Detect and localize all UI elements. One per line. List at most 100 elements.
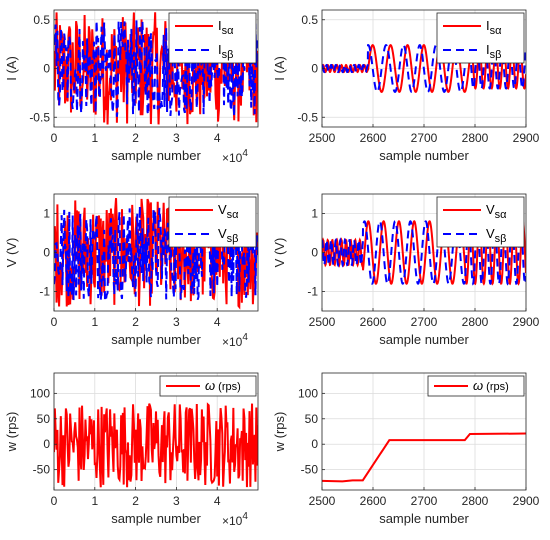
y-tick-label: -50	[301, 463, 319, 477]
legend-label: Vsβ	[486, 226, 507, 245]
x-tick-label: 2800	[462, 494, 489, 508]
y-tick-label: 50	[37, 412, 51, 426]
y-tick-label: 0	[43, 246, 50, 260]
x-tick-label: 3	[173, 315, 180, 329]
legend-subscript: sβ	[222, 49, 234, 61]
legend-box	[168, 196, 257, 248]
y-tick-label: 1	[311, 207, 318, 221]
x-tick-label: 2600	[360, 315, 387, 329]
series-line-1	[322, 219, 526, 286]
x-tick-label: 0	[51, 315, 58, 329]
x-tick-label: 2700	[411, 494, 438, 508]
y-tick-label: 1	[43, 207, 50, 221]
x-tick-label: 2800	[462, 131, 489, 145]
legend: ω (rps)	[159, 375, 257, 397]
y-tick-label: 0.5	[33, 13, 50, 27]
x-tick-label: 2	[132, 131, 139, 145]
x-axis-label: sample number	[111, 511, 201, 526]
x-tick-label: 4	[214, 315, 221, 329]
series-line-1	[322, 44, 526, 93]
legend-main: V	[486, 226, 495, 241]
y-tick-label: 100	[30, 386, 50, 400]
x-axis-label: sample number	[111, 148, 201, 163]
legend-subscript: sα	[490, 25, 503, 37]
x-tick-label: 0	[51, 494, 58, 508]
x-multiplier: ×104	[222, 148, 248, 165]
x-tick-label: 4	[214, 131, 221, 145]
legend-box	[436, 196, 525, 248]
x-tick-label: 2	[132, 494, 139, 508]
series-line-1	[322, 432, 526, 483]
legend: ω (rps)	[427, 375, 525, 397]
x-tick-label: 1	[91, 315, 98, 329]
y-tick-label: -0.5	[297, 110, 318, 124]
x-tick-label: 2900	[513, 315, 540, 329]
x-axis-label: sample number	[379, 332, 469, 347]
x-tick-label: 2800	[462, 315, 489, 329]
y-tick-label: -1	[307, 285, 318, 299]
series-line-2	[54, 20, 258, 117]
y-tick-label: -50	[33, 463, 51, 477]
legend-label: ω (rps)	[205, 378, 241, 393]
x-tick-label: 2500	[309, 494, 336, 508]
x-tick-label: 2600	[360, 494, 387, 508]
legend-label: Vsβ	[218, 226, 239, 245]
legend-subscript: sα	[227, 209, 240, 221]
x-tick-label: 3	[173, 494, 180, 508]
x-tick-label: 2	[132, 315, 139, 329]
legend-subscript: sα	[495, 209, 508, 221]
y-axis-label: w (rps)	[272, 412, 287, 453]
legend: Vsα Vsβ	[168, 196, 257, 248]
legend-label: Isα	[218, 18, 234, 37]
axes-frame	[53, 372, 259, 491]
y-axis-label: V (V)	[4, 238, 19, 268]
x-multiplier-exponent: 4	[242, 148, 248, 159]
y-tick-label: 50	[305, 412, 319, 426]
legend-subscript: sβ	[490, 49, 502, 61]
y-tick-label: 0	[311, 246, 318, 260]
legend-main: V	[486, 202, 495, 217]
legend-symbol: ω	[473, 378, 483, 393]
legend-label: Isβ	[486, 42, 501, 61]
x-tick-label: 1	[91, 131, 98, 145]
legend-box	[427, 375, 525, 397]
legend-subscript: sβ	[495, 233, 507, 245]
x-tick-label: 1	[91, 494, 98, 508]
y-tick-label: 0	[311, 437, 318, 451]
legend-main: I	[218, 42, 222, 57]
series-line-2	[322, 44, 526, 93]
x-tick-label: 2900	[513, 494, 540, 508]
y-axis-label: I (A)	[272, 56, 287, 81]
x-axis-label: sample number	[379, 148, 469, 163]
x-tick-label: 4	[214, 494, 221, 508]
legend-main: I	[486, 18, 490, 33]
chart-panel-5: 0 1 2 3 4 -50 0 50 100 sample number w (rps) ×104 ω …	[4, 372, 259, 528]
x-axis-label: sample number	[379, 511, 469, 526]
x-tick-label: 2700	[411, 315, 438, 329]
legend-label: Isα	[486, 18, 502, 37]
legend-box	[436, 12, 525, 64]
y-axis-label: w (rps)	[4, 412, 19, 453]
series-line-2	[54, 203, 258, 305]
x-tick-label: 2500	[309, 315, 336, 329]
x-multiplier-exponent: 4	[242, 332, 248, 343]
legend-label: Vsα	[218, 202, 239, 221]
y-tick-label: -1	[39, 285, 50, 299]
y-tick-label: 0	[43, 437, 50, 451]
legend-main: V	[218, 202, 227, 217]
legend-symbol: ω	[205, 378, 215, 393]
legend-box	[168, 12, 257, 64]
x-multiplier: ×104	[222, 332, 248, 349]
legend-main: I	[218, 18, 222, 33]
chart-panel-4: 2500 2600 2700 2800 2900 -1 0 1 sample number V (…	[272, 193, 540, 347]
y-tick-label: 0.5	[301, 13, 318, 27]
y-tick-label: 100	[298, 386, 318, 400]
x-multiplier-exponent: 4	[242, 511, 248, 522]
legend-label: ω (rps)	[473, 378, 509, 393]
legend-subscript: sα	[222, 25, 235, 37]
